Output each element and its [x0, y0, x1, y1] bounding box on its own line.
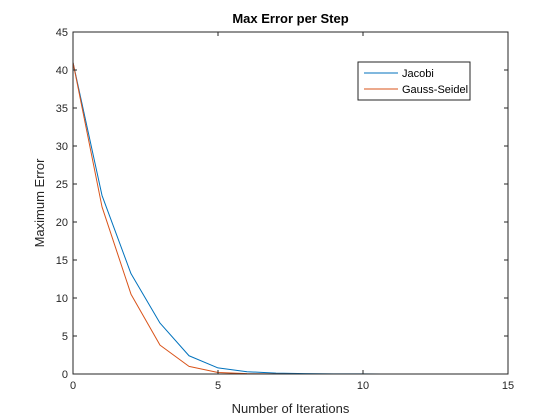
y-tick-label: 0 [62, 369, 68, 381]
y-tick-label: 20 [56, 217, 68, 229]
y-tick-label: 30 [56, 141, 68, 153]
y-tick-label: 5 [62, 331, 68, 343]
y-tick-label: 40 [56, 65, 68, 77]
x-tick-label: 15 [502, 380, 514, 392]
y-tick-label: 45 [56, 27, 68, 39]
legend-box [357, 61, 471, 101]
legend: Jacobi Gauss-Seidel [357, 61, 471, 101]
chart-title: Max Error per Step [232, 11, 348, 26]
y-axis-title: Maximum Error [32, 158, 47, 248]
y-tick-label: 15 [56, 255, 68, 267]
ticks-layer: 0 5 10 15 0 5 10 15 20 25 30 35 40 45 [56, 27, 514, 392]
y-tick-label: 35 [56, 103, 68, 115]
x-axis-title: Number of Iterations [232, 401, 350, 416]
x-tick-label: 5 [215, 380, 221, 392]
y-tick-label: 10 [56, 293, 68, 305]
axes-box [72, 31, 509, 375]
y-tick-label: 25 [56, 179, 68, 191]
legend-label-jacobi: Jacobi [402, 68, 434, 80]
legend-label-gauss-seidel: Gauss-Seidel [402, 84, 468, 96]
x-tick-label: 0 [70, 380, 76, 392]
x-tick-label: 10 [357, 380, 369, 392]
